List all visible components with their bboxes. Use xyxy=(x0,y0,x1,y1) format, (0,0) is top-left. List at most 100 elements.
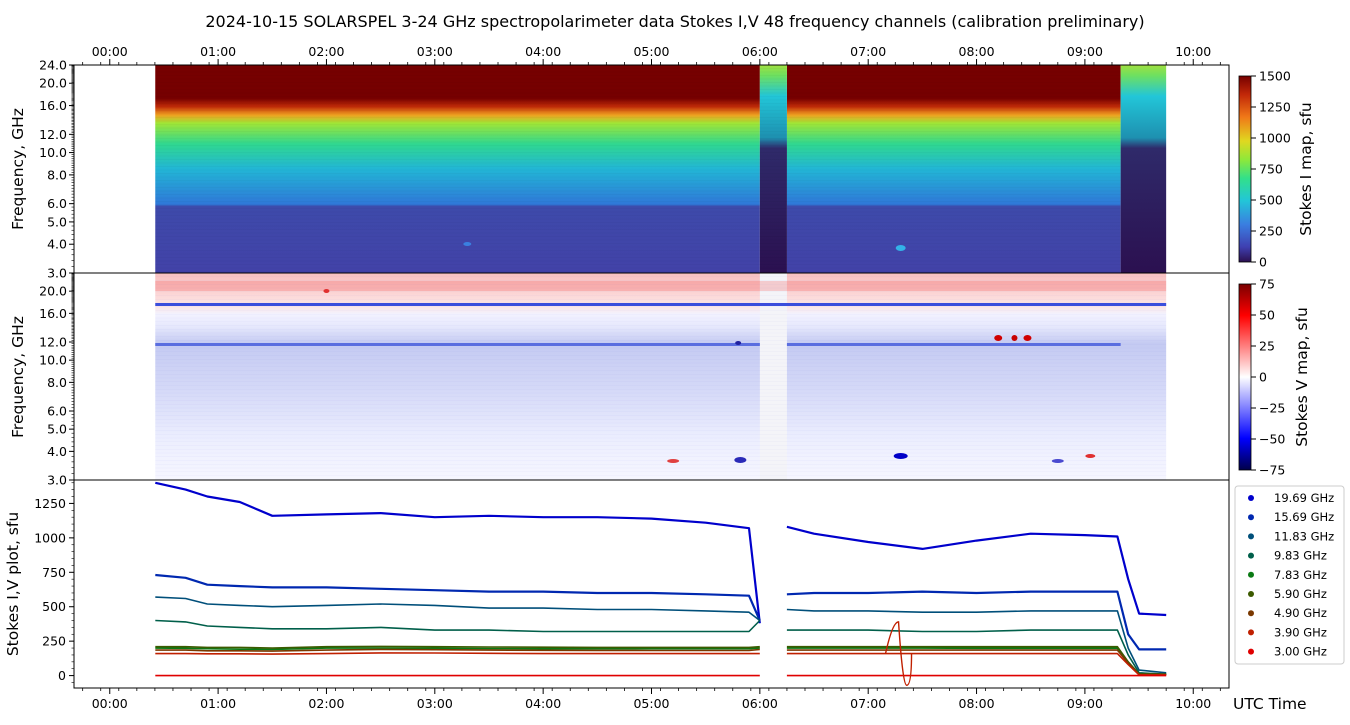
legend: 19.69 GHz 15.69 GHz 11.83 GHz 9.83 GHz 7.83 … xyxy=(1234,485,1345,665)
time-tick-bottom: 06:00 xyxy=(742,696,778,711)
freq-tick: 16.0 xyxy=(39,98,67,113)
legend-marker xyxy=(1248,629,1254,636)
stokes-y-tick: 500 xyxy=(42,599,66,614)
stokes-plot-ylabel: Stokes I,V plot, sfu xyxy=(4,512,22,656)
freq-tick: 12.0 xyxy=(39,335,67,350)
legend-label: 4.90 GHz xyxy=(1274,606,1327,620)
time-tick-bottom: 00:00 xyxy=(92,696,128,711)
freq-tick: 6.0 xyxy=(47,404,67,419)
series-line xyxy=(155,619,1167,675)
x-axis-label: UTC Time xyxy=(1233,695,1307,713)
stokes-i-block xyxy=(155,65,760,273)
legend-marker xyxy=(1248,648,1254,655)
stokes-i-ylabel: Frequency, GHz xyxy=(9,108,27,230)
time-tick-top: 04:00 xyxy=(525,44,561,59)
freq-tick: 6.0 xyxy=(47,196,67,211)
freq-tick: 5.0 xyxy=(47,422,67,437)
time-tick-top: 09:00 xyxy=(1067,44,1103,59)
legend-marker xyxy=(1248,514,1254,521)
stokes-v-spectrogram xyxy=(155,272,1167,480)
stokes-i-gap xyxy=(1120,65,1167,273)
stokes-v-map-panel: 3.0 4.0 5.0 6.0 8.0 10.0 12.0 16.0 20.0 Frequenc… xyxy=(9,272,1230,488)
cbar-tick: 1250 xyxy=(1259,100,1291,115)
time-tick-bottom: 05:00 xyxy=(633,696,669,711)
freq-tick: 10.0 xyxy=(39,145,67,160)
cbar-tick: 750 xyxy=(1259,162,1283,177)
freq-tick: 20.0 xyxy=(39,76,67,91)
time-tick-bottom: 01:00 xyxy=(200,696,236,711)
stokes-v-block xyxy=(155,273,1167,480)
stokes-v-colorbar: −75 −50 −25 0 25 50 75 Stokes V map, sfu xyxy=(1238,277,1311,478)
freq-tick: 8.0 xyxy=(47,167,67,182)
series-line xyxy=(155,481,1167,624)
time-tick-top: 06:00 xyxy=(742,44,778,59)
freq-tick: 3.0 xyxy=(47,473,67,488)
cbar-tick: 0 xyxy=(1259,255,1267,270)
time-tick-top: 01:00 xyxy=(200,44,236,59)
stokes-y-tick: 1000 xyxy=(34,530,66,545)
legend-label: 3.90 GHz xyxy=(1274,625,1327,639)
time-tick-top: 07:00 xyxy=(850,44,886,59)
legend-marker xyxy=(1248,591,1254,597)
freq-tick: 4.0 xyxy=(47,237,67,252)
freq-tick: 20.0 xyxy=(39,284,67,299)
time-tick-top: 05:00 xyxy=(633,44,669,59)
stokes-i-colorbar: 0 250 500 750 1000 1250 1500 Stokes I map, sfu xyxy=(1238,69,1315,270)
time-tick-bottom: 07:00 xyxy=(850,696,886,711)
legend-marker xyxy=(1248,552,1254,559)
freq-tick: 8.0 xyxy=(47,375,67,390)
stokes-v-cbar-label: Stokes V map, sfu xyxy=(1293,307,1311,447)
series-line xyxy=(155,652,1167,676)
freq-tick: 12.0 xyxy=(39,127,67,142)
time-tick-bottom: 09:00 xyxy=(1067,696,1103,711)
stokes-plot-panel: 0 250 500 750 1000 1250 00:00 01:00 02:00 03:00 0… xyxy=(4,479,1307,713)
legend-label: 7.83 GHz xyxy=(1274,568,1327,582)
cbar-tick: 1000 xyxy=(1259,131,1291,146)
cbar-tick: −25 xyxy=(1259,401,1285,416)
cbar-tick: −50 xyxy=(1259,432,1285,447)
legend-label: 11.83 GHz xyxy=(1274,529,1334,543)
time-tick-bottom: 08:00 xyxy=(959,696,995,711)
time-tick-bottom: 02:00 xyxy=(308,696,344,711)
legend-label: 15.69 GHz xyxy=(1274,510,1334,524)
time-tick-top: 02:00 xyxy=(308,44,344,59)
cbar-tick: 25 xyxy=(1259,339,1275,354)
cbar-tick: −75 xyxy=(1259,463,1285,478)
series-line xyxy=(155,573,1167,651)
cbar-tick: 500 xyxy=(1259,193,1283,208)
legend-label: 5.90 GHz xyxy=(1274,587,1327,601)
legend-marker xyxy=(1248,495,1254,501)
legend-label: 3.00 GHz xyxy=(1274,645,1327,659)
cbar-tick: 250 xyxy=(1259,224,1283,239)
freq-tick: 24.0 xyxy=(39,58,67,73)
stokes-i-block xyxy=(786,65,1121,273)
cbar-tick: 0 xyxy=(1259,370,1267,385)
cbar-tick: 1500 xyxy=(1259,69,1291,84)
time-tick-top: 10:00 xyxy=(1175,44,1211,59)
stokes-i-spectrogram xyxy=(155,64,1167,273)
stokes-lines xyxy=(155,481,1167,686)
stokes-y-tick: 750 xyxy=(42,565,66,580)
time-tick-top: 03:00 xyxy=(417,44,453,59)
stokes-y-tick: 250 xyxy=(42,634,66,649)
cbar-tick: 50 xyxy=(1259,308,1275,323)
freq-tick: 5.0 xyxy=(47,214,67,229)
chart-title: 2024-10-15 SOLARSPEL 3-24 GHz spectropol… xyxy=(205,12,1144,31)
time-tick-top: 00:00 xyxy=(92,44,128,59)
freq-tick: 16.0 xyxy=(39,306,67,321)
time-tick-bottom: 04:00 xyxy=(525,696,561,711)
time-tick-bottom: 10:00 xyxy=(1175,696,1211,711)
stokes-y-tick: 1250 xyxy=(34,496,66,511)
stokes-i-map-panel: 3.0 4.0 5.0 6.0 8.0 10.0 12.0 16.0 20.0 24.0 00:0… xyxy=(9,44,1230,281)
stokes-y-tick: 0 xyxy=(58,668,66,683)
legend-marker xyxy=(1248,610,1254,617)
time-tick-top: 08:00 xyxy=(959,44,995,59)
freq-tick: 4.0 xyxy=(47,444,67,459)
burst-event xyxy=(884,621,913,686)
legend-marker xyxy=(1248,533,1254,540)
freq-tick: 10.0 xyxy=(39,353,67,368)
legend-marker xyxy=(1248,571,1254,578)
legend-label: 19.69 GHz xyxy=(1274,491,1334,505)
stokes-v-ylabel: Frequency, GHz xyxy=(9,316,27,438)
